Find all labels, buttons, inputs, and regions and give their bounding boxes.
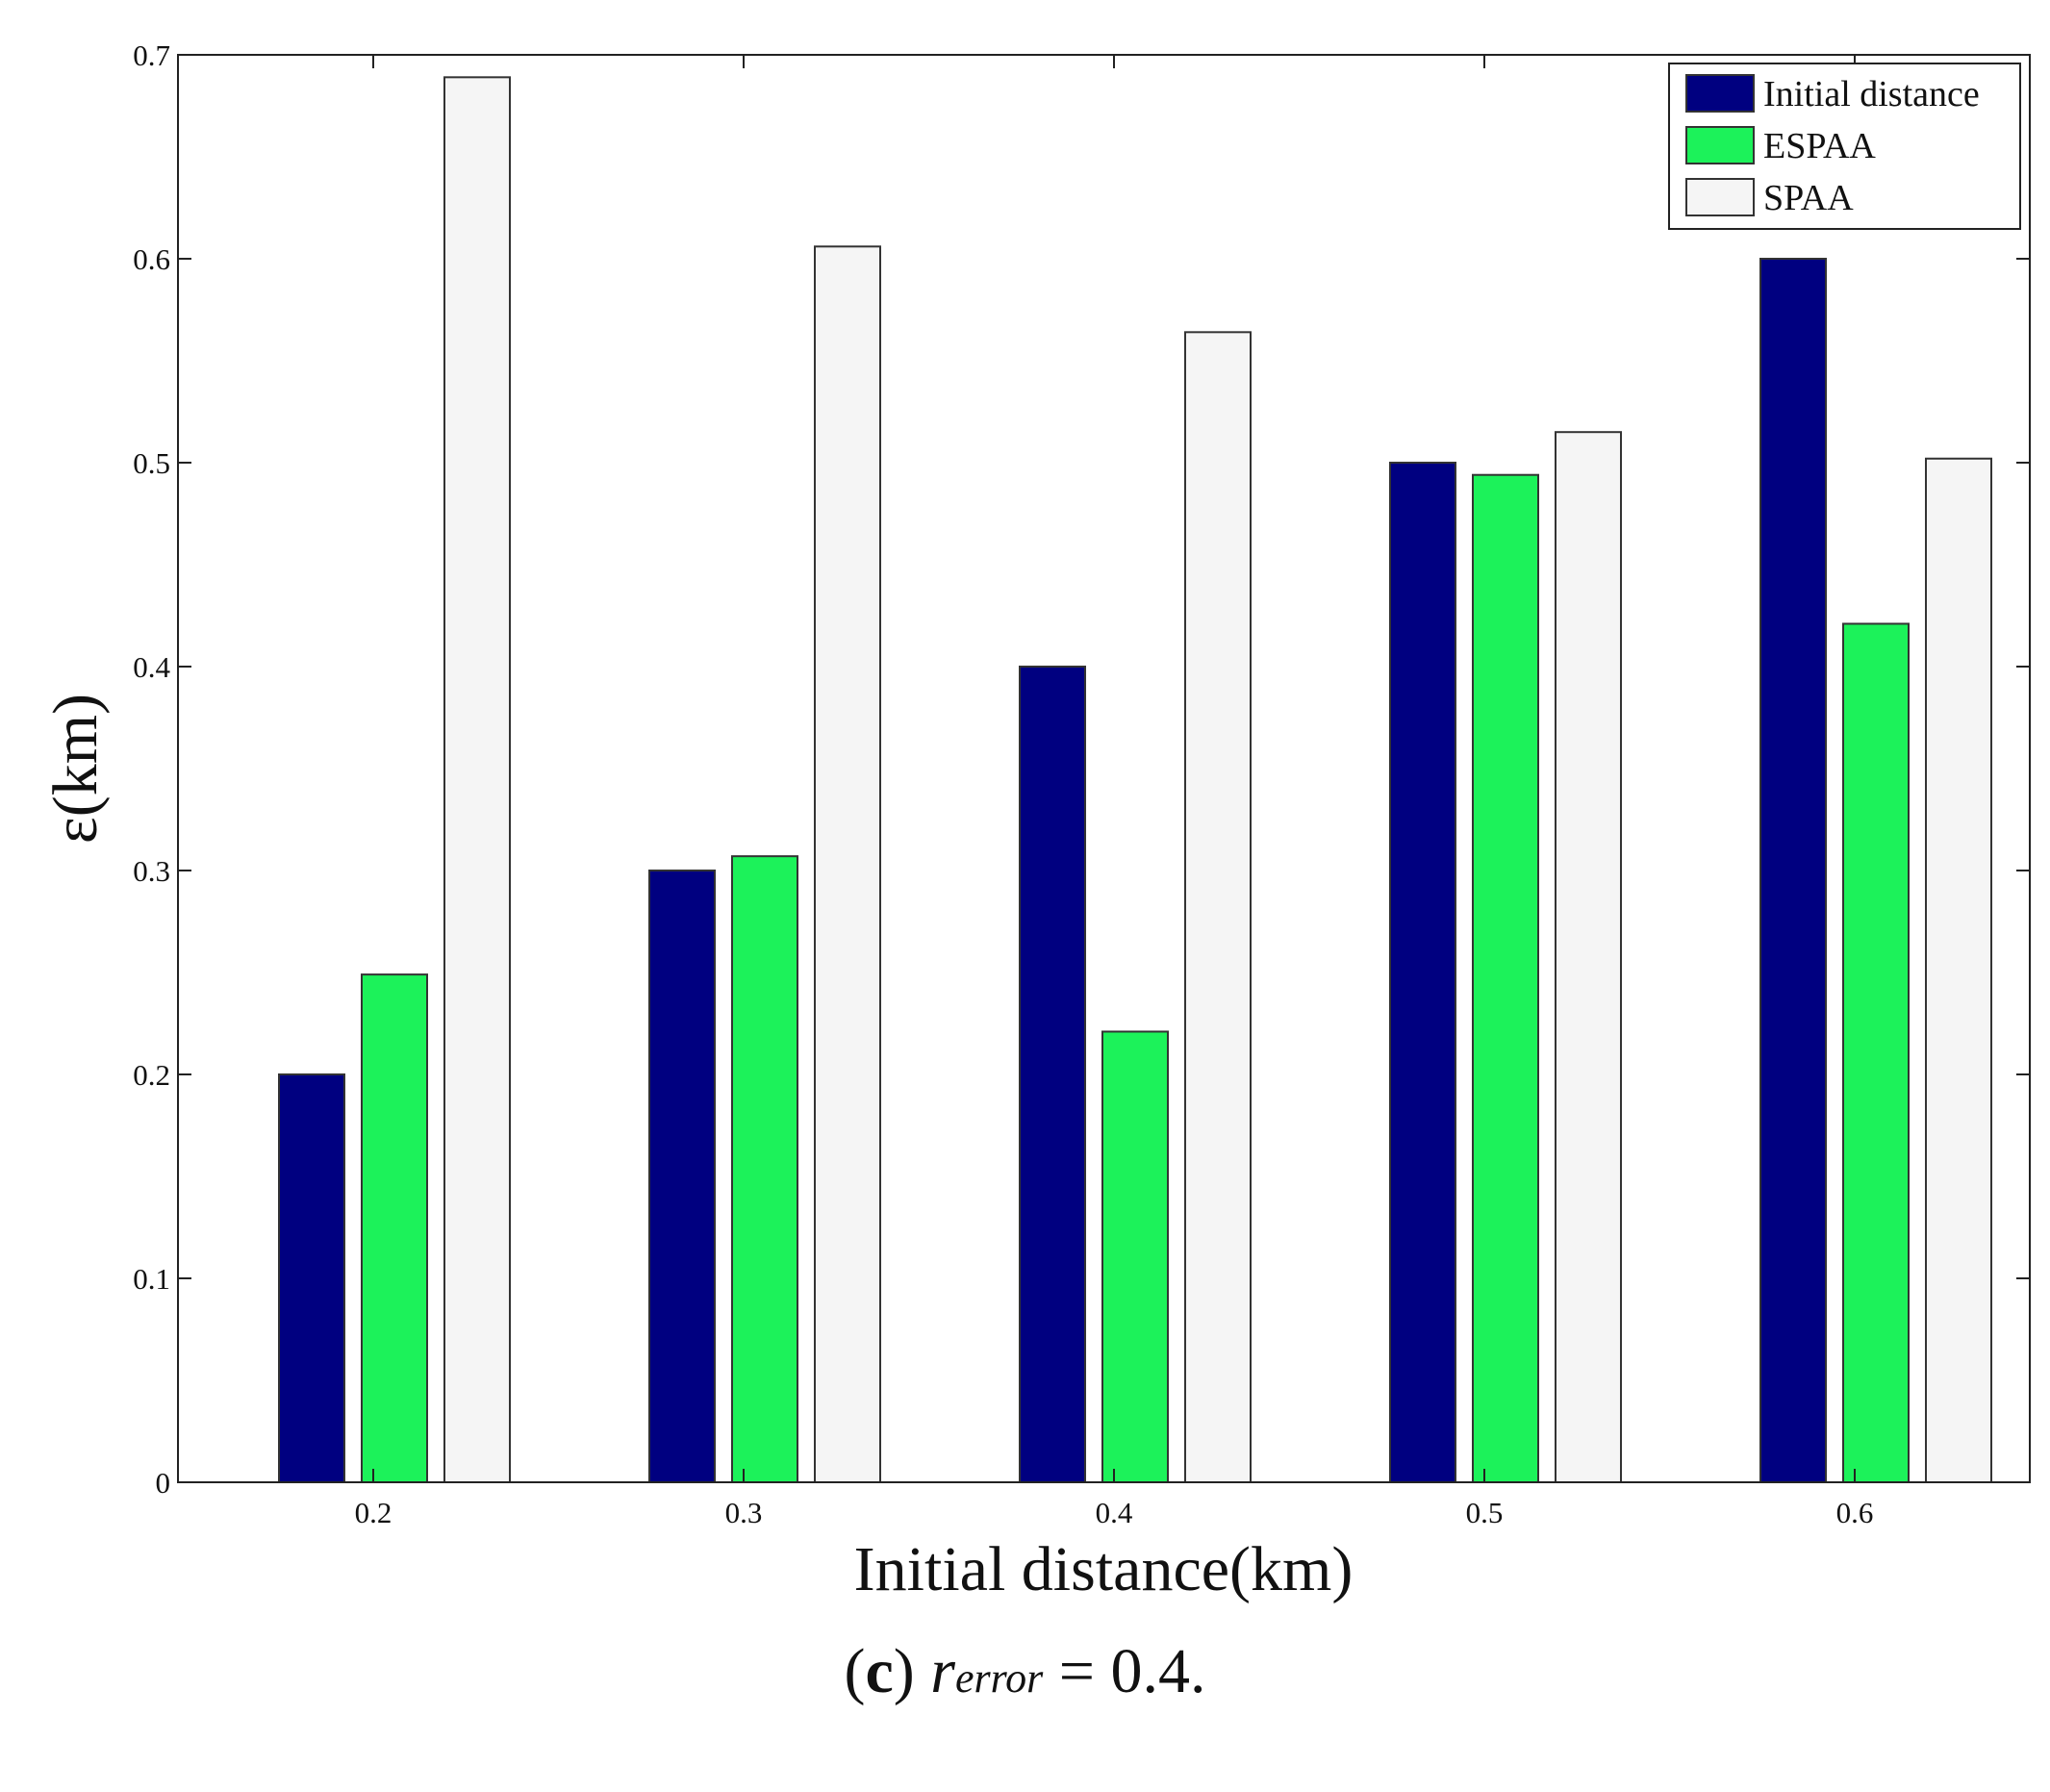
y-tick-label-0.1: 0.1 bbox=[133, 1262, 170, 1296]
bar-initial-distance-0.6 bbox=[1759, 258, 1827, 1483]
bar-espaa-0.3 bbox=[731, 855, 798, 1483]
bar-espaa-0.5 bbox=[1472, 473, 1539, 1484]
x-tick-label-0.6: 0.6 bbox=[1836, 1496, 1874, 1529]
bar-spaa-0.2 bbox=[443, 76, 511, 1484]
x-tick-label-0.3: 0.3 bbox=[725, 1496, 763, 1529]
bar-initial-distance-0.3 bbox=[648, 870, 716, 1483]
x-tick-labels: 0.2 0.3 0.4 0.5 0.6 bbox=[355, 1496, 1874, 1529]
x-tick-label-0.5: 0.5 bbox=[1466, 1496, 1504, 1529]
legend: Initial distance ESPAA SPAA bbox=[1668, 63, 2021, 230]
legend-swatch-espaa bbox=[1685, 126, 1755, 164]
caption-letter: c bbox=[865, 1636, 894, 1706]
legend-label-spaa: SPAA bbox=[1763, 178, 1854, 218]
y-tick-label-0.7: 0.7 bbox=[133, 38, 170, 72]
figure-caption: (c) rerror = 0.4. bbox=[844, 1636, 1206, 1706]
plot-frame bbox=[177, 54, 2031, 1483]
ticks-group bbox=[178, 54, 2030, 1483]
bar-initial-distance-0.4 bbox=[1019, 666, 1086, 1483]
y-tick-label-0.4: 0.4 bbox=[133, 650, 170, 684]
bar-spaa-0.5 bbox=[1555, 431, 1622, 1484]
legend-label-initial-distance: Initial distance bbox=[1763, 74, 1980, 114]
bar-espaa-0.6 bbox=[1842, 622, 1910, 1483]
y-tick-label-0: 0 bbox=[156, 1466, 171, 1500]
bar-espaa-0.4 bbox=[1101, 1030, 1169, 1483]
y-tick-label-0.3: 0.3 bbox=[133, 854, 170, 888]
legend-swatch-initial-distance bbox=[1685, 74, 1755, 113]
y-tick-label-0.2: 0.2 bbox=[133, 1058, 170, 1092]
bar-spaa-0.3 bbox=[814, 245, 881, 1483]
bar-initial-distance-0.2 bbox=[278, 1073, 345, 1483]
bars-group bbox=[278, 76, 1992, 1484]
y-tick-labels: 0 0.1 0.2 0.3 0.4 0.5 0.6 0.7 bbox=[133, 38, 170, 1500]
legend-swatch-spaa bbox=[1685, 178, 1755, 216]
caption-symbol: r bbox=[930, 1636, 955, 1706]
caption-value: = 0.4. bbox=[1043, 1636, 1206, 1706]
y-tick-label-0.6: 0.6 bbox=[133, 242, 170, 276]
y-axis-title: ε(km) bbox=[40, 694, 111, 844]
legend-label-espaa: ESPAA bbox=[1763, 126, 1876, 166]
bar-initial-distance-0.5 bbox=[1389, 462, 1456, 1483]
x-tick-label-0.2: 0.2 bbox=[355, 1496, 392, 1529]
x-axis-title: Initial distance(km) bbox=[854, 1534, 1354, 1604]
bar-espaa-0.2 bbox=[361, 973, 428, 1483]
bar-spaa-0.6 bbox=[1925, 457, 1992, 1483]
caption-subscript: error bbox=[954, 1654, 1044, 1702]
x-tick-label-0.4: 0.4 bbox=[1096, 1496, 1133, 1529]
bar-spaa-0.4 bbox=[1184, 331, 1252, 1484]
y-tick-label-0.5: 0.5 bbox=[133, 446, 170, 480]
